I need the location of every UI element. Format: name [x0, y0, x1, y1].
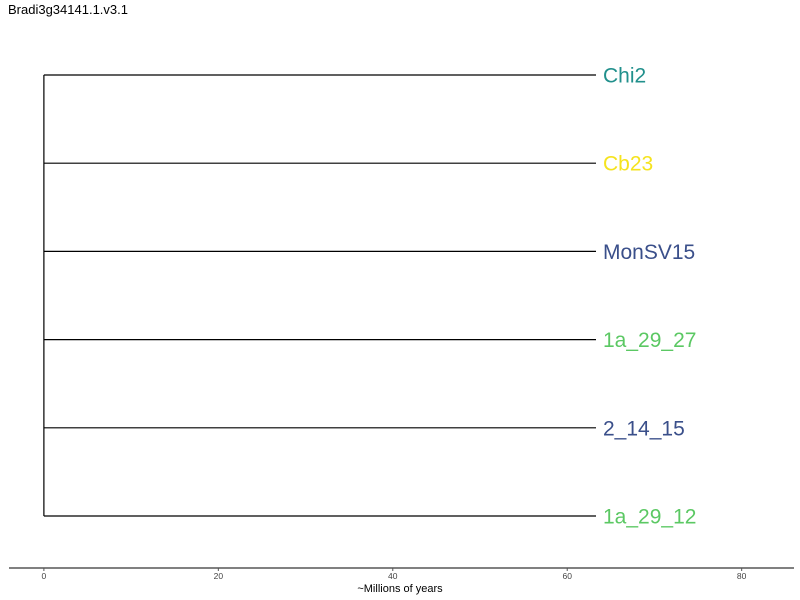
x-tick-label: 0	[42, 571, 47, 581]
tip-label: MonSV15	[603, 241, 695, 264]
x-tick-label: 60	[562, 571, 572, 581]
tip-label: 2_14_15	[603, 417, 685, 440]
x-tick-label: 20	[214, 571, 224, 581]
x-tick-label: 40	[388, 571, 398, 581]
tip-label: 1a_29_27	[603, 329, 696, 352]
tip-label: 1a_29_12	[603, 506, 696, 529]
tip-label: Cb23	[603, 153, 653, 176]
x-tick-label: 80	[737, 571, 747, 581]
x-axis-label: ~Millions of years	[357, 583, 443, 595]
page-title: Bradi3g34141.1.v3.1	[8, 2, 128, 17]
tip-label: Chi2	[603, 65, 646, 88]
